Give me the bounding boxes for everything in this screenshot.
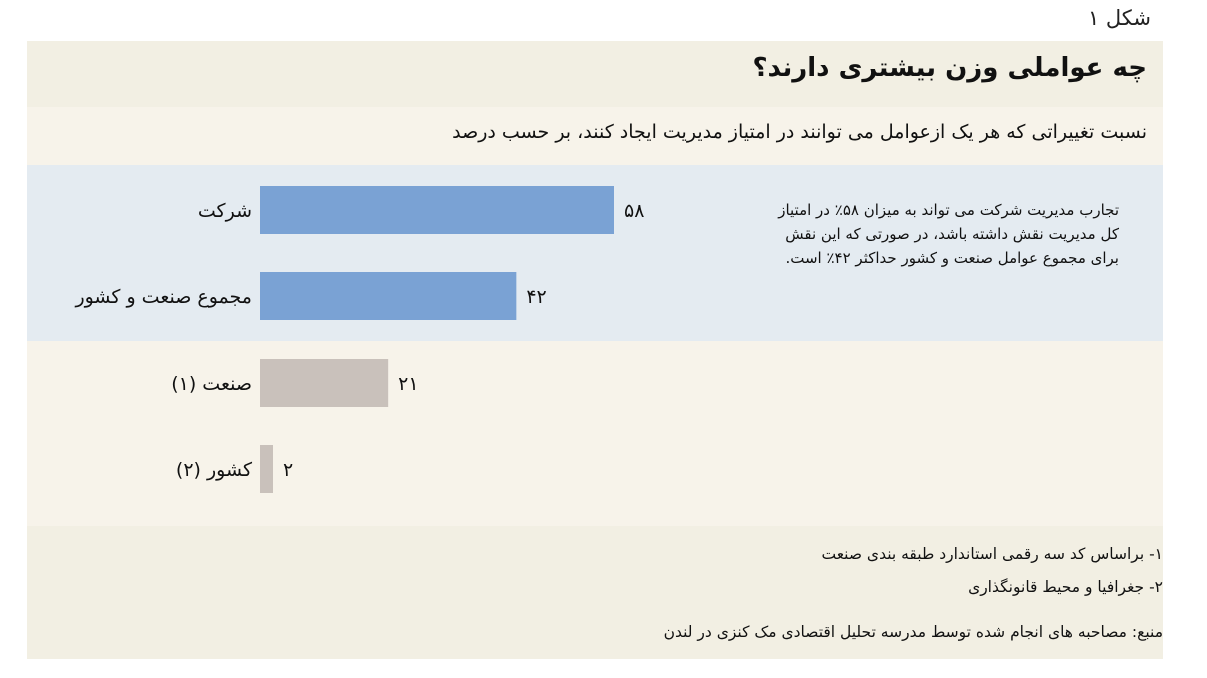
value-label: ۵۸ [624,200,644,222]
subtitle-band: نسبت تغییراتی که هر یک ازعوامل می توانند… [27,107,1163,165]
category-label: شرکت [198,200,252,222]
value-label: ۲۱ [398,373,418,395]
chart-title: چه عواملی وزن بیشتری دارند؟ [752,53,1147,83]
annotation-line: تجارب مدیریت شرکت می تواند به میزان ۵۸٪ … [778,201,1119,219]
value-label: ۴۲ [526,286,546,308]
bar-2 [260,359,389,407]
bar-0 [260,186,614,234]
chart-annotation: تجارب مدیریت شرکت می تواند به میزان ۵۸٪ … [699,198,1119,270]
source-note: منبع: مصاحبه های انجام شده توسط مدرسه تح… [663,623,1163,641]
title-band: چه عواملی وزن بیشتری دارند؟ [27,41,1163,107]
bar-chart: شرکت ۵۸ مجموع صنعت و کشور ۴۲ صنعت (۱) ۲۱ کشور … [74,186,644,493]
secondary-band [27,341,1163,526]
bar-1 [260,272,517,320]
annotation-line: کل مدیریت نقش داشته باشد، در صورتی که ای… [785,225,1119,243]
footnote-2: ۲- جغرافیا و محیط قانونگذاری [968,578,1163,596]
figure-label: شکل ۱ [1087,6,1151,30]
category-label: صنعت (۱) [171,373,252,395]
footnote-1: ۱- براساس کد سه رقمی استاندارد طبقه بندی… [821,545,1163,563]
notes-band [27,526,1163,659]
category-label: مجموع صنعت و کشور [74,286,252,308]
annotation-line: برای مجموع عوامل صنعت و کشور حداکثر ۴۲٪ … [785,249,1119,267]
value-label: ۲ [283,459,293,481]
bar-3 [260,445,273,493]
category-label: کشور (۲) [176,459,253,481]
chart-subtitle: نسبت تغییراتی که هر یک ازعوامل می توانند… [452,121,1147,143]
